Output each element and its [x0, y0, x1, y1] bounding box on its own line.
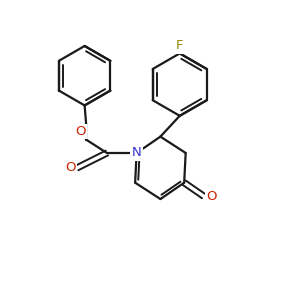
Text: O: O — [76, 125, 86, 138]
Text: N: N — [132, 146, 142, 160]
Text: F: F — [176, 40, 184, 52]
Text: O: O — [65, 161, 76, 174]
Text: O: O — [207, 190, 217, 202]
